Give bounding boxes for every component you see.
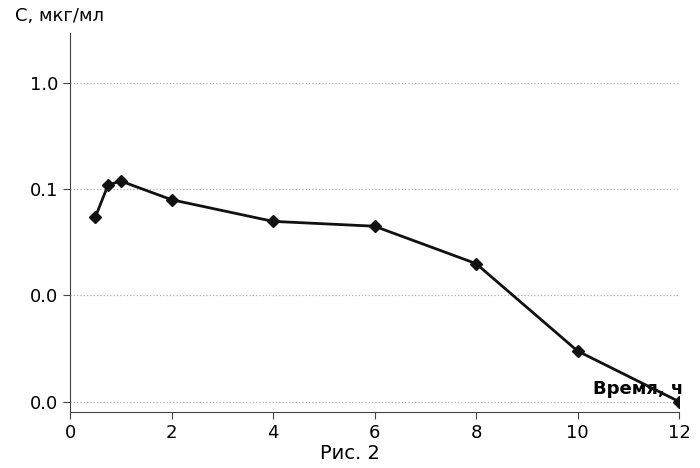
Text: Рис. 2: Рис. 2 [320, 444, 380, 463]
Text: Время, ч: Время, ч [593, 380, 683, 398]
Text: C, мкг/мл: C, мкг/мл [15, 7, 104, 25]
